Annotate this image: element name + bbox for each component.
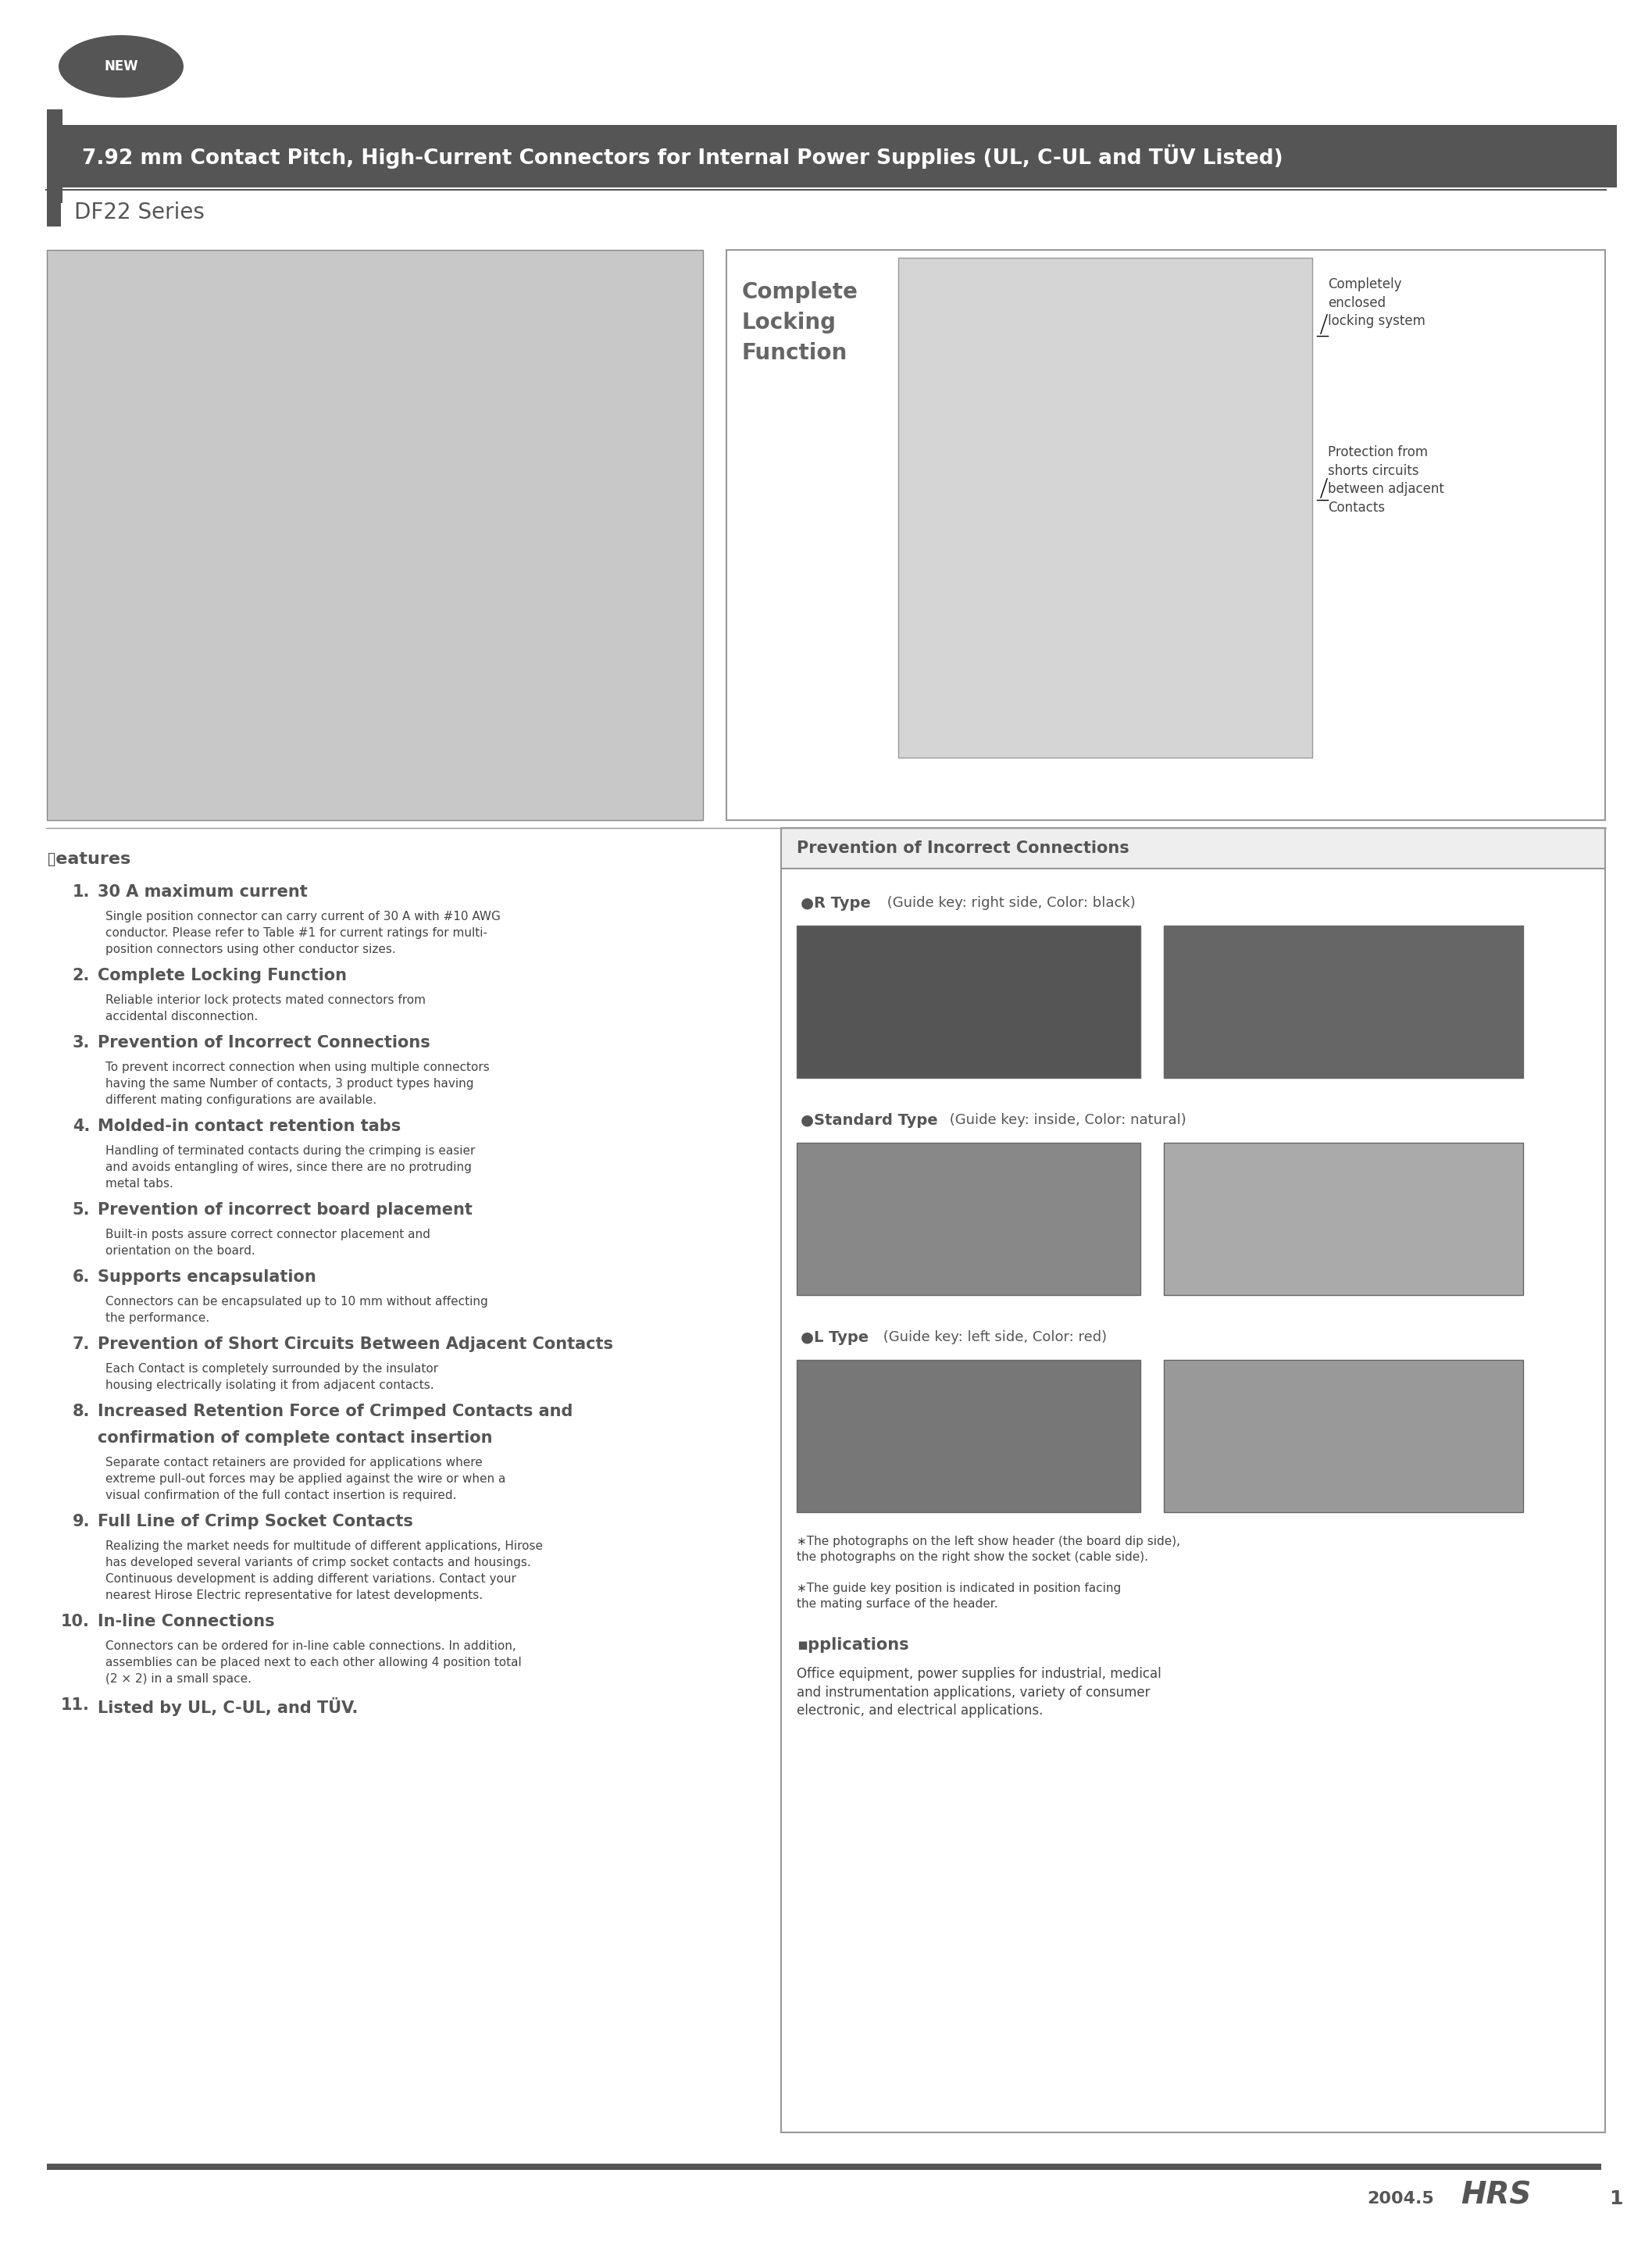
Text: ●R Type: ●R Type [801, 897, 871, 910]
Text: different mating configurations are available.: different mating configurations are avai… [106, 1095, 377, 1106]
Text: ●Standard Type: ●Standard Type [801, 1113, 938, 1128]
Text: Handling of terminated contacts during the crimping is easier: Handling of terminated contacts during t… [106, 1144, 476, 1158]
Text: Reliable interior lock protects mated connectors from: Reliable interior lock protects mated co… [106, 994, 426, 1007]
Text: 1.: 1. [73, 883, 89, 899]
Bar [899, 259, 1312, 758]
Text: ▯eatures: ▯eatures [46, 852, 132, 868]
Bar [46, 110, 63, 202]
Text: the performance.: the performance. [106, 1313, 210, 1324]
Bar [796, 1142, 1140, 1295]
Text: (2 × 2) in a small space.: (2 × 2) in a small space. [106, 1673, 251, 1684]
Text: ▪pplications: ▪pplications [796, 1637, 909, 1652]
Text: Prevention of Incorrect Connections: Prevention of Incorrect Connections [796, 841, 1130, 856]
Bar [781, 868, 1606, 2133]
Text: (Guide key: inside, Color: natural): (Guide key: inside, Color: natural) [945, 1113, 1186, 1126]
Text: Built-in posts assure correct connector placement and: Built-in posts assure correct connector … [106, 1230, 430, 1241]
Bar [46, 250, 704, 821]
Text: 2004.5: 2004.5 [1366, 2192, 1434, 2208]
Text: accidental disconnection.: accidental disconnection. [106, 1012, 258, 1023]
Bar [796, 1360, 1140, 1513]
Text: 8.: 8. [73, 1403, 89, 1418]
Text: Each Contact is completely surrounded by the insulator: Each Contact is completely surrounded by… [106, 1362, 438, 1376]
Text: Prevention of Short Circuits Between Adjacent Contacts: Prevention of Short Circuits Between Adj… [97, 1338, 613, 1351]
Text: Full Line of Crimp Socket Contacts: Full Line of Crimp Socket Contacts [97, 1513, 413, 1529]
Text: Protection from
shorts circuits
between adjacent
Contacts: Protection from shorts circuits between … [1328, 445, 1444, 515]
Text: ∗The guide key position is indicated in position facing
the mating surface of th: ∗The guide key position is indicated in … [796, 1583, 1122, 1610]
Bar [781, 827, 1606, 868]
Text: 7.: 7. [73, 1338, 89, 1351]
Text: nearest Hirose Electric representative for latest developments.: nearest Hirose Electric representative f… [106, 1589, 482, 1601]
Text: Complete
Locking
Function: Complete Locking Function [742, 281, 859, 364]
Bar [46, 2163, 1601, 2169]
Text: 2.: 2. [73, 969, 89, 982]
Bar [63, 126, 1617, 187]
Text: 11.: 11. [61, 1697, 89, 1713]
Text: 4.: 4. [73, 1120, 89, 1135]
Text: Prevention of Incorrect Connections: Prevention of Incorrect Connections [97, 1034, 430, 1050]
Text: Complete Locking Function: Complete Locking Function [97, 969, 347, 982]
Text: 10.: 10. [61, 1614, 89, 1630]
Text: NEW: NEW [104, 58, 139, 74]
Text: Realizing the market needs for multitude of different applications, Hirose: Realizing the market needs for multitude… [106, 1540, 544, 1551]
Text: Increased Retention Force of Crimped Contacts and: Increased Retention Force of Crimped Con… [97, 1403, 573, 1418]
Text: orientation on the board.: orientation on the board. [106, 1245, 254, 1257]
Bar [796, 926, 1140, 1077]
Text: confirmation of complete contact insertion: confirmation of complete contact inserti… [97, 1430, 492, 1445]
Text: Listed by UL, C-UL, and TÜV.: Listed by UL, C-UL, and TÜV. [97, 1697, 358, 1715]
Text: position connectors using other conductor sizes.: position connectors using other conducto… [106, 944, 396, 955]
Text: To prevent incorrect connection when using multiple connectors: To prevent incorrect connection when usi… [106, 1061, 489, 1072]
Text: ∗The photographs on the left show header (the board dip side),
the photographs o: ∗The photographs on the left show header… [796, 1535, 1180, 1562]
Text: having the same Number of contacts, 3 product types having: having the same Number of contacts, 3 pr… [106, 1077, 474, 1090]
Text: extreme pull-out forces may be applied against the wire or when a: extreme pull-out forces may be applied a… [106, 1472, 506, 1486]
Text: Prevention of incorrect board placement: Prevention of incorrect board placement [97, 1203, 472, 1218]
Text: (Guide key: left side, Color: red): (Guide key: left side, Color: red) [879, 1331, 1107, 1344]
Bar [727, 250, 1606, 821]
Text: Connectors can be ordered for in-line cable connections. In addition,: Connectors can be ordered for in-line ca… [106, 1641, 515, 1652]
Text: In-line Connections: In-line Connections [97, 1614, 274, 1630]
Text: housing electrically isolating it from adjacent contacts.: housing electrically isolating it from a… [106, 1380, 434, 1392]
Text: conductor. Please refer to Table #1 for current ratings for multi-: conductor. Please refer to Table #1 for … [106, 926, 487, 940]
Bar [46, 200, 61, 227]
Text: (Guide key: right side, Color: black): (Guide key: right side, Color: black) [882, 897, 1135, 910]
Text: Supports encapsulation: Supports encapsulation [97, 1270, 316, 1286]
Bar [1163, 926, 1523, 1077]
Text: Continuous development is adding different variations. Contact your: Continuous development is adding differe… [106, 1574, 515, 1585]
Text: 1: 1 [1609, 2190, 1622, 2208]
Text: DF22 Series: DF22 Series [74, 202, 205, 223]
Text: Molded-in contact retention tabs: Molded-in contact retention tabs [97, 1120, 401, 1135]
Bar [1163, 1142, 1523, 1295]
Text: 30 A maximum current: 30 A maximum current [97, 883, 307, 899]
Text: Separate contact retainers are provided for applications where: Separate contact retainers are provided … [106, 1457, 482, 1468]
Text: HRS: HRS [1460, 2181, 1531, 2210]
Text: Office equipment, power supplies for industrial, medical
and instrumentation app: Office equipment, power supplies for ind… [796, 1666, 1161, 1717]
Bar [1163, 1360, 1523, 1513]
Ellipse shape [58, 36, 183, 97]
Text: Single position connector can carry current of 30 A with #10 AWG: Single position connector can carry curr… [106, 910, 501, 922]
Text: 7.92 mm Contact Pitch, High-Current Connectors for Internal Power Supplies (UL, : 7.92 mm Contact Pitch, High-Current Conn… [83, 144, 1284, 169]
Text: Connectors can be encapsulated up to 10 mm without affecting: Connectors can be encapsulated up to 10 … [106, 1295, 487, 1308]
Text: 5.: 5. [73, 1203, 89, 1218]
Text: Completely
enclosed
locking system: Completely enclosed locking system [1328, 277, 1426, 328]
Text: 6.: 6. [73, 1270, 89, 1286]
Text: ●L Type: ●L Type [801, 1331, 869, 1344]
Text: metal tabs.: metal tabs. [106, 1178, 173, 1189]
Text: 9.: 9. [73, 1513, 89, 1529]
Text: visual confirmation of the full contact insertion is required.: visual confirmation of the full contact … [106, 1490, 456, 1502]
Text: 3.: 3. [73, 1034, 89, 1050]
Text: assemblies can be placed next to each other allowing 4 position total: assemblies can be placed next to each ot… [106, 1657, 522, 1668]
Text: and avoids entangling of wires, since there are no protruding: and avoids entangling of wires, since th… [106, 1162, 472, 1173]
Text: has developed several variants of crimp socket contacts and housings.: has developed several variants of crimp … [106, 1556, 530, 1569]
